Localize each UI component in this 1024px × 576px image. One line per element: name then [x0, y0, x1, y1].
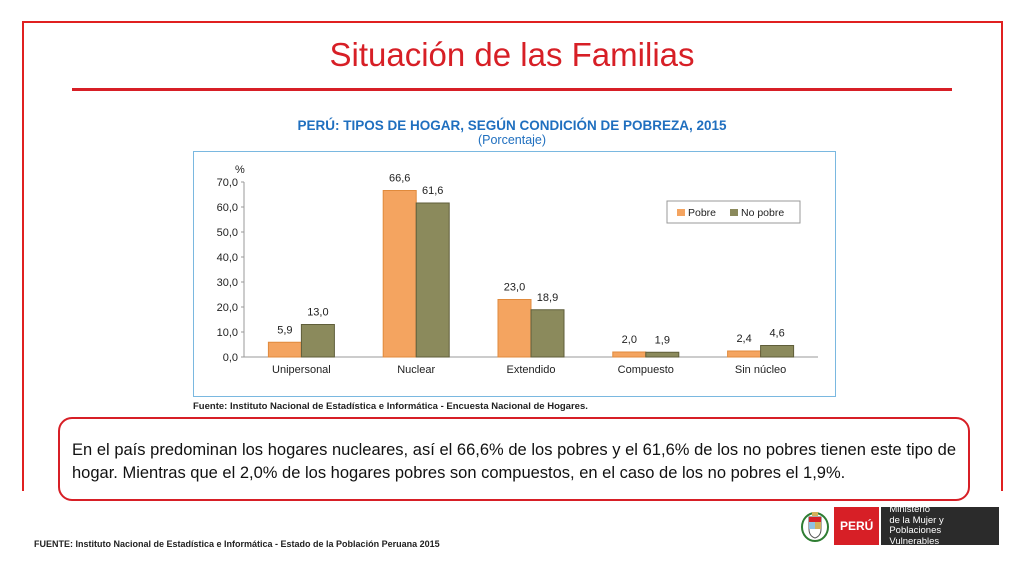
data-label: 13,0: [307, 307, 328, 319]
x-tick-label: Compuesto: [618, 364, 674, 376]
slide-title: Situación de las Familias: [329, 36, 695, 73]
y-tick-label: 60,0: [217, 202, 238, 214]
note-text: En el país predominan los hogares nuclea…: [72, 441, 956, 482]
ministry-line-2: de la Mujer y: [889, 514, 944, 526]
y-tick-label: 50,0: [217, 227, 238, 239]
ministry-line-1: Ministerio: [889, 504, 930, 515]
data-label: 5,9: [277, 324, 292, 336]
chart-source: Fuente: Instituto Nacional de Estadístic…: [193, 401, 588, 412]
y-axis-label: %: [235, 164, 245, 176]
chart-border: [193, 151, 836, 397]
y-tick-label: 0,0: [223, 352, 238, 364]
bar-no-pobre: [530, 309, 565, 358]
x-tick-label: Extendido: [507, 364, 556, 376]
legend-swatch: [730, 209, 738, 216]
y-tick-label: 70,0: [217, 177, 238, 189]
ministry-logo: PERÚ Ministerio de la Mujer y Poblacione…: [800, 504, 1000, 547]
data-label: 61,6: [422, 185, 443, 197]
footer-source: FUENTE: Instituto Nacional de Estadístic…: [34, 539, 440, 549]
bar-chart: % 0,0 10,0 20,0 30,0 40,0 50,0 60,0 70,0 5,9 13,0 U…: [217, 164, 818, 376]
legend-label: Pobre: [688, 207, 716, 219]
x-tick-label: Sin núcleo: [735, 364, 786, 376]
bar-no-pobre: [645, 351, 680, 358]
data-label: 1,9: [655, 334, 670, 346]
bar-pobre: [267, 341, 302, 358]
bar-no-pobre: [760, 345, 795, 358]
ministry-line-3: Poblaciones Vulnerables: [889, 525, 942, 547]
x-tick-label: Nuclear: [397, 364, 435, 376]
data-label: 18,9: [537, 292, 558, 304]
bar-no-pobre: [300, 324, 335, 358]
data-label: 4,6: [769, 328, 784, 340]
peru-label: PERÚ: [834, 507, 880, 545]
slide-frame: [22, 21, 1003, 491]
bar-pobre: [382, 190, 417, 358]
title-divider: [72, 88, 952, 91]
bar-pobre: [727, 350, 762, 358]
data-label: 66,6: [389, 173, 410, 185]
legend-label: No pobre: [741, 207, 784, 219]
y-tick-label: 20,0: [217, 302, 238, 314]
ministry-name: Ministerio de la Mujer y Poblaciones Vul…: [881, 504, 1000, 547]
y-tick-label: 40,0: [217, 252, 238, 264]
chart-title: PERÚ: TIPOS DE HOGAR, SEGÚN CONDICIÓN DE…: [297, 118, 727, 133]
data-label: 2,0: [622, 334, 637, 346]
legend-swatch: [677, 209, 685, 216]
bar-pobre: [612, 351, 647, 358]
bar-no-pobre: [415, 202, 450, 358]
bar-pobre: [497, 299, 532, 358]
y-tick-label: 30,0: [217, 277, 238, 289]
y-tick-label: 10,0: [217, 327, 238, 339]
chart-subtitle: (Porcentaje): [477, 133, 547, 147]
x-tick-label: Unipersonal: [272, 364, 331, 376]
data-label: 23,0: [504, 282, 525, 294]
coat-of-arms-icon: [801, 512, 829, 542]
note-box: En el país predominan los hogares nuclea…: [58, 417, 970, 501]
data-label: 2,4: [736, 333, 751, 345]
